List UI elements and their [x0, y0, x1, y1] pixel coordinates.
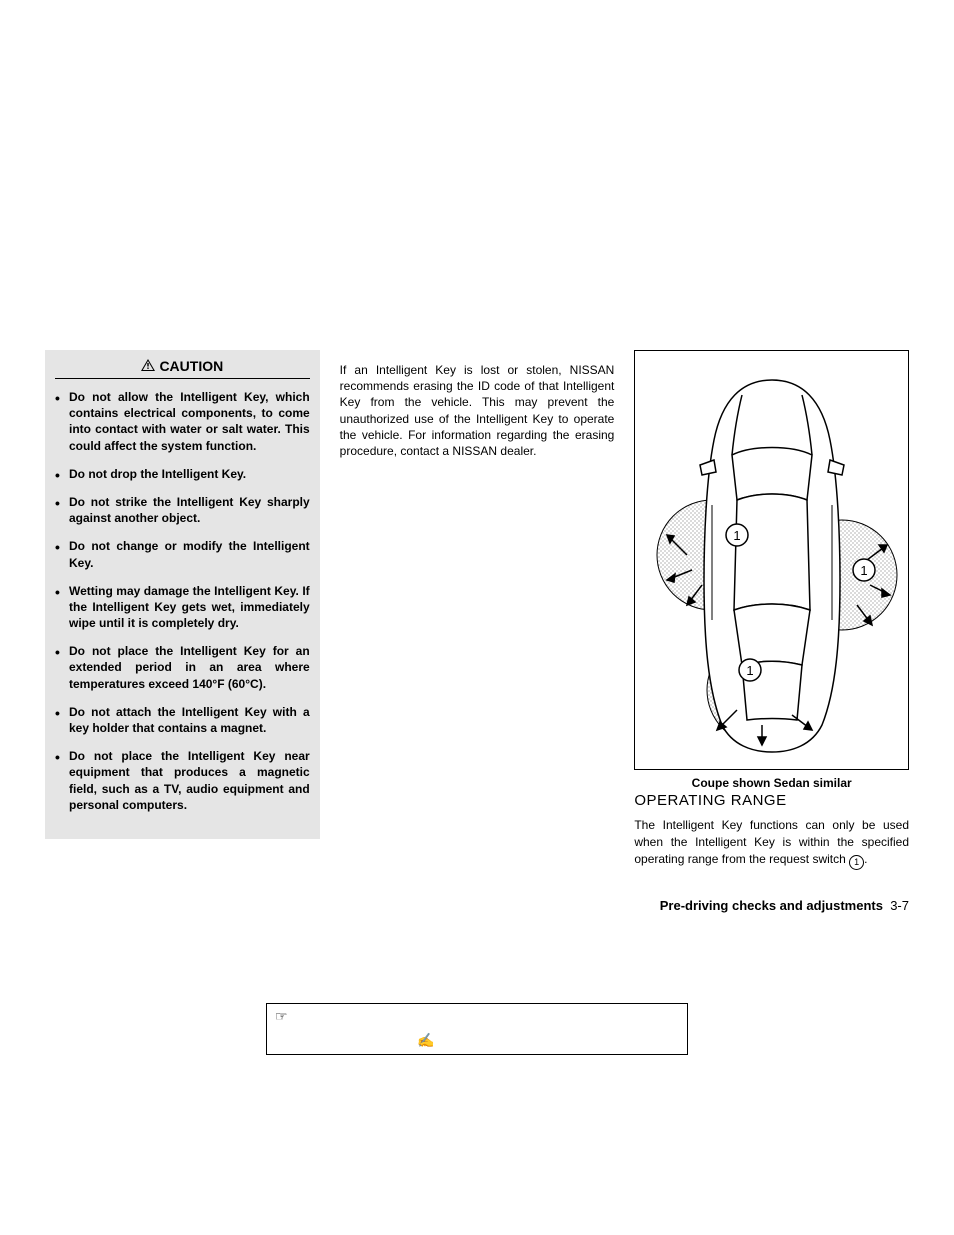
- section-heading: OPERATING RANGE: [634, 792, 909, 809]
- car-range-svg: 1 1 1: [642, 360, 902, 760]
- caution-item: Do not allow the Intelligent Key, which …: [55, 389, 310, 454]
- crop-mark-box: ☞ ✍: [266, 1003, 688, 1055]
- warning-icon: [141, 358, 155, 374]
- column-2: If an Intelligent Key is lost or stolen,…: [340, 350, 615, 870]
- footer-section-label: Pre-driving checks and adjustments: [660, 898, 883, 913]
- column-3: 1 1 1 Coupe shown Sedan similar OPERATIN…: [634, 350, 909, 870]
- callout-1: 1: [733, 528, 740, 543]
- caution-box: CAUTION Do not allow the Intelligent Key…: [45, 350, 320, 839]
- caution-list: Do not allow the Intelligent Key, which …: [55, 389, 310, 813]
- page-footer: Pre-driving checks and adjustments 3-7: [45, 898, 909, 913]
- page-content: CAUTION Do not allow the Intelligent Key…: [0, 0, 954, 870]
- caution-title: CAUTION: [159, 358, 223, 374]
- diagram-caption: Coupe shown Sedan similar: [634, 776, 909, 790]
- callout-1: 1: [860, 563, 867, 578]
- caution-item: Do not change or modify the Intelligent …: [55, 538, 310, 570]
- caution-item: Wetting may damage the Intelligent Key. …: [55, 583, 310, 632]
- caution-item: Do not strike the Intelligent Key sharpl…: [55, 494, 310, 526]
- caution-item: Do not place the Intelligent Key near eq…: [55, 748, 310, 813]
- pointer-icon: ☞: [275, 1008, 288, 1025]
- inline-circled-number: 1: [849, 855, 864, 870]
- operating-range-diagram: 1 1 1: [634, 350, 909, 770]
- lost-key-paragraph: If an Intelligent Key is lost or stolen,…: [340, 362, 615, 459]
- caution-item: Do not drop the Intelligent Key.: [55, 466, 310, 482]
- caution-item: Do not attach the Intelligent Key with a…: [55, 704, 310, 736]
- column-1: CAUTION Do not allow the Intelligent Key…: [45, 350, 320, 870]
- callout-1: 1: [746, 663, 753, 678]
- footer-page-number: 3-7: [890, 898, 909, 913]
- range-text-part1: The Intelligent Key functions can only b…: [634, 818, 909, 866]
- range-text-part2: .: [864, 852, 867, 866]
- caution-item: Do not place the Intelligent Key for an …: [55, 643, 310, 692]
- caution-header: CAUTION: [55, 358, 310, 379]
- hand-icon: ✍: [417, 1032, 434, 1049]
- operating-range-text: The Intelligent Key functions can only b…: [634, 817, 909, 870]
